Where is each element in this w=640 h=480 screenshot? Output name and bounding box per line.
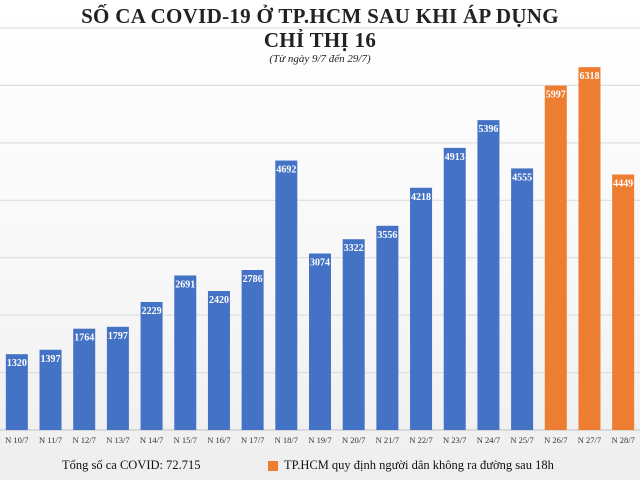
- bar---19-7: [309, 253, 331, 430]
- x-tick-label: N 27/7: [578, 435, 601, 445]
- bar---21-7: [376, 225, 399, 430]
- bar-value-label: 2786: [243, 274, 263, 285]
- bar---11-7: [39, 349, 62, 430]
- bar---12-7: [73, 328, 96, 430]
- x-tick-label: N 20/7: [342, 435, 365, 445]
- bar-value-label: 4913: [445, 152, 465, 163]
- bar-value-label: 3074: [310, 257, 330, 268]
- bar-value-label: 6318: [579, 71, 599, 82]
- bar---10-7: [5, 354, 28, 430]
- footer: Tổng số ca COVID: 72.715 TP.HCM quy định…: [0, 455, 640, 480]
- bar-value-label: 3322: [344, 243, 364, 254]
- x-tick-label: N 10/7: [5, 435, 28, 445]
- x-tick-label: N 21/7: [376, 435, 399, 445]
- x-tick-label: N 14/7: [140, 435, 163, 445]
- chart-title-line2: CHỈ THỊ 16: [263, 28, 377, 52]
- bar---18-7: [275, 160, 298, 430]
- bar-value-label: 5396: [478, 124, 498, 135]
- x-tick-labels: N 10/7 N 11/7 N 12/7 N 13/7 N 14/7 N 15/7 N 16…: [5, 435, 635, 445]
- bar-value-label: 5997: [546, 90, 566, 101]
- legend: TP.HCM quy định người dân không ra đường…: [268, 458, 554, 473]
- x-tick-label: N 18/7: [275, 435, 298, 445]
- bar-value-label: 1320: [7, 358, 27, 369]
- x-tick-label: N 15/7: [174, 435, 197, 445]
- chart-subtitle: (Từ ngày 9/7 đến 29/7): [269, 53, 371, 65]
- bar-chart: 1320 1397 1764 1797 2229 2691 2420 2786 4692 3074…: [0, 27, 640, 445]
- bar---24-7: [477, 120, 500, 431]
- bar---26-7: [544, 85, 567, 430]
- x-tick-label: N 19/7: [308, 435, 331, 445]
- x-tick-label: N 16/7: [207, 435, 230, 445]
- x-tick-label: N 11/7: [39, 435, 62, 445]
- chart-title: SỐ CA COVID-19 Ở TP.HCM SAU KHI ÁP DỤNG: [81, 4, 559, 28]
- bar-value-label: 2229: [142, 306, 162, 317]
- bar---16-7: [207, 291, 230, 430]
- bar---27-7: [578, 67, 601, 430]
- bar---22-7: [410, 187, 433, 430]
- total-cases-label: Tổng số ca COVID: 72.715: [62, 458, 201, 472]
- bar-value-label: 1797: [108, 331, 128, 342]
- bar-value-label: 4692: [276, 165, 296, 176]
- x-tick-label: N 25/7: [510, 435, 533, 445]
- bar---15-7: [174, 275, 197, 430]
- bar-value-label: 2420: [209, 295, 229, 306]
- bar---13-7: [106, 326, 129, 430]
- legend-swatch: [268, 460, 278, 471]
- x-tick-label: N 26/7: [544, 435, 567, 445]
- bar---28-7: [612, 174, 635, 430]
- x-tick-label: N 22/7: [409, 435, 432, 445]
- x-tick-label: N 17/7: [241, 435, 264, 445]
- bars: [5, 67, 635, 431]
- legend-label: TP.HCM quy định người dân không ra đường…: [284, 458, 554, 472]
- bar---25-7: [511, 168, 534, 431]
- bar-value-label: 1397: [41, 354, 61, 365]
- bar---23-7: [443, 147, 466, 430]
- bar-value-label: 4218: [411, 192, 431, 203]
- bar---17-7: [241, 270, 264, 430]
- bar-labels: 1320 1397 1764 1797 2229 2691 2420 2786 4692 3074…: [7, 71, 633, 369]
- x-tick-label: N 24/7: [477, 435, 500, 445]
- bar-value-label: 3556: [377, 230, 397, 241]
- bar-value-label: 4449: [613, 179, 633, 190]
- bar-value-label: 2691: [175, 279, 195, 290]
- x-tick-label: N 28/7: [611, 435, 634, 445]
- bar---20-7: [342, 239, 365, 430]
- x-tick-label: N 13/7: [106, 435, 129, 445]
- bar-value-label: 4555: [512, 172, 532, 183]
- x-tick-label: N 23/7: [443, 435, 466, 445]
- x-tick-label: N 12/7: [73, 435, 96, 445]
- bar-value-label: 1764: [74, 333, 94, 344]
- bar---14-7: [140, 301, 163, 430]
